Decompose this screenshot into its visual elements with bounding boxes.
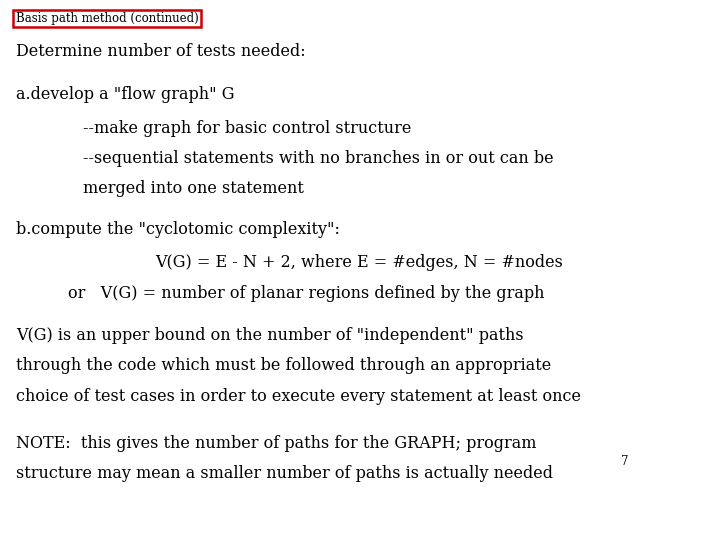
Text: 7: 7 (621, 455, 628, 468)
Text: structure may mean a smaller number of paths is actually needed: structure may mean a smaller number of p… (16, 465, 553, 482)
Text: merged into one statement: merged into one statement (83, 180, 304, 197)
Text: through the code which must be followed through an appropriate: through the code which must be followed … (16, 357, 551, 374)
Text: NOTE:  this gives the number of paths for the GRAPH; program: NOTE: this gives the number of paths for… (16, 435, 536, 451)
Text: V(G) = E - N + 2, where E = #edges, N = #nodes: V(G) = E - N + 2, where E = #edges, N = … (155, 254, 562, 271)
Text: or   V(G) = number of planar regions defined by the graph: or V(G) = number of planar regions defin… (68, 285, 545, 302)
Text: Determine number of tests needed:: Determine number of tests needed: (16, 43, 305, 60)
Text: --make graph for basic control structure: --make graph for basic control structure (83, 120, 411, 137)
Text: V(G) is an upper bound on the number of "independent" paths: V(G) is an upper bound on the number of … (16, 327, 523, 343)
Text: a.develop a "flow graph" G: a.develop a "flow graph" G (16, 86, 234, 103)
Text: b.compute the "cyclotomic complexity":: b.compute the "cyclotomic complexity": (16, 221, 340, 238)
Text: Basis path method (continued): Basis path method (continued) (16, 12, 199, 25)
Text: choice of test cases in order to execute every statement at least once: choice of test cases in order to execute… (16, 388, 581, 405)
Text: --sequential statements with no branches in or out can be: --sequential statements with no branches… (83, 150, 554, 167)
